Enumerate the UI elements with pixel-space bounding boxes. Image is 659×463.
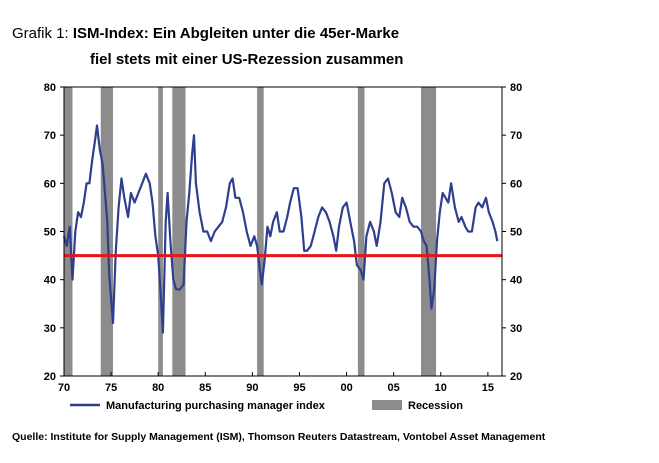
series-line-0 bbox=[62, 124, 499, 334]
recession-band-4 bbox=[257, 87, 264, 376]
y-tick-label-right: 60 bbox=[510, 178, 522, 190]
recession-band-2 bbox=[158, 87, 163, 376]
recession-bands bbox=[64, 87, 437, 376]
recession-band-5 bbox=[357, 87, 365, 376]
y-tick-label-left: 80 bbox=[44, 82, 56, 94]
source-text: Institute for Supply Management (ISM), T… bbox=[50, 431, 546, 443]
source-note: Quelle: Institute for Supply Management … bbox=[12, 431, 545, 443]
title-line-1: ISM-Index: Ein Abgleiten unter die 45er-… bbox=[72, 25, 400, 42]
title-line-2: fiel stets mit einer US-Rezession zusamm… bbox=[90, 51, 404, 68]
x-tick-label: 75 bbox=[105, 382, 117, 394]
recession-band-3 bbox=[172, 87, 186, 376]
y-tick-label-right: 80 bbox=[510, 82, 522, 94]
legend-label-pmi: Manufacturing purchasing manager index bbox=[106, 400, 326, 412]
y-tick-label-left: 60 bbox=[44, 178, 56, 190]
x-tick-label: 90 bbox=[246, 382, 258, 394]
series-layer bbox=[62, 124, 499, 334]
legend: Manufacturing purchasing manager index Re… bbox=[70, 400, 463, 412]
y-tick-label-right: 70 bbox=[510, 130, 522, 142]
figure-number: Grafik 1: bbox=[12, 25, 69, 42]
legend-recession-swatch bbox=[372, 400, 402, 410]
chart-title: Grafik 1: ISM-Index: Ein Abgleiten unter… bbox=[12, 21, 403, 73]
x-tick-label: 85 bbox=[199, 382, 211, 394]
y-tick-label-left: 20 bbox=[44, 371, 56, 383]
x-tick-label: 05 bbox=[388, 382, 400, 394]
x-tick-label: 00 bbox=[340, 382, 352, 394]
ism-chart: 20 20 30 30 40 40 50 50 60 60 70 70 80 80 70 75 80 85 90 95… bbox=[44, 82, 523, 412]
x-tick-label: 70 bbox=[58, 382, 70, 394]
source-label: Quelle: bbox=[12, 431, 48, 443]
y-tick-label-right: 40 bbox=[510, 275, 522, 287]
y-tick-label-left: 30 bbox=[44, 323, 56, 335]
x-tick-label: 80 bbox=[152, 382, 164, 394]
y-tick-label-left: 70 bbox=[44, 130, 56, 142]
axes: 20 20 30 30 40 40 50 50 60 60 70 70 80 80 70 75 80 85 90 95… bbox=[44, 82, 523, 394]
y-tick-label-right: 20 bbox=[510, 371, 522, 383]
y-tick-label-right: 30 bbox=[510, 323, 522, 335]
x-tick-label: 15 bbox=[482, 382, 494, 394]
y-tick-label-left: 50 bbox=[44, 227, 56, 239]
x-tick-label: 10 bbox=[435, 382, 447, 394]
y-tick-label-right: 50 bbox=[510, 227, 522, 239]
y-tick-label-left: 40 bbox=[44, 275, 56, 287]
legend-label-recession: Recession bbox=[408, 400, 463, 412]
x-tick-label: 95 bbox=[293, 382, 305, 394]
recession-band-6 bbox=[420, 87, 437, 376]
